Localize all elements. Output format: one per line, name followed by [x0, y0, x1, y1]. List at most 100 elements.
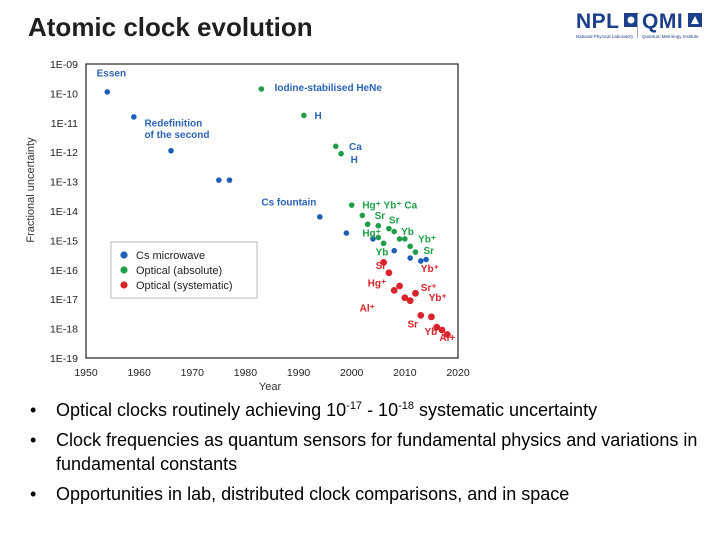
data-point-optical-systematic	[385, 269, 393, 277]
data-point-optical-absolute	[402, 236, 408, 242]
npl-logo-mark-icon	[623, 13, 638, 27]
data-point-optical-systematic	[417, 311, 425, 319]
bullet-1-text: Optical clocks routinely achieving 10-17…	[56, 400, 598, 420]
x-tick-label: 1980	[234, 367, 258, 379]
data-point-optical-absolute	[364, 221, 371, 228]
bullet-2-text: Clock frequencies as quantum sensors for…	[56, 430, 698, 474]
data-point-cs-microwave	[407, 255, 413, 261]
y-tick-labels: 1E-09 1E-10 1E-11 1E-12 1E-13 1E-14 1E-15 1E-16…	[50, 59, 78, 365]
point-annotation: Ca	[349, 142, 362, 153]
point-annotation: Yb	[401, 227, 414, 238]
data-point-optical-systematic	[396, 282, 403, 290]
data-point-optical-absolute	[348, 202, 355, 208]
x-tick-label: 1990	[287, 367, 311, 379]
data-point-optical-absolute	[332, 143, 339, 150]
uncertainty-chart: 1E-09 1E-10 1E-11 1E-12 1E-13 1E-14 1E-15 1E-16…	[25, 59, 470, 393]
data-point-optical-absolute	[301, 112, 307, 119]
qmi-logo-subtitle: Quantum Metrology Institute	[642, 34, 699, 39]
data-point-cs-microwave	[104, 89, 111, 95]
data-point-optical-absolute	[338, 150, 344, 157]
logo-divider	[637, 14, 638, 38]
bullet-item-2: • Clock frequencies as quantum sensors f…	[28, 428, 708, 476]
bullet-item-3: • Opportunities in lab, distributed cloc…	[28, 482, 708, 506]
data-point-optical-systematic	[406, 297, 414, 305]
point-annotation: Cs fountain	[261, 198, 316, 209]
x-tick-labels: 1950 1960 1970 1980 1990 2000 2010 2020	[74, 367, 470, 379]
x-tick-label: 1960	[127, 367, 151, 379]
y-tick-label: 1E-18	[50, 324, 78, 336]
data-points	[104, 86, 451, 338]
point-annotation: Sr	[376, 261, 387, 272]
point-annotation: Sr⁺	[421, 283, 437, 294]
qmi-logo: QMI Quantum Metrology Institute	[642, 10, 702, 39]
point-annotation: Sr	[389, 215, 400, 226]
data-point-optical-systematic	[428, 313, 435, 321]
data-point-optical-absolute	[258, 86, 265, 92]
point-annotation: Al⁺	[360, 304, 375, 315]
point-annotation: Al+	[439, 333, 455, 344]
legend-marker	[120, 281, 128, 289]
bullet-marker: •	[30, 484, 37, 504]
data-point-optical-absolute	[380, 240, 387, 247]
y-tick-label: 1E-10	[50, 88, 78, 100]
x-tick-label: 1970	[181, 367, 205, 379]
bullet-list: • Optical clocks routinely achieving 10-…	[28, 398, 708, 512]
point-annotation: Yb⁺	[429, 293, 447, 304]
data-point-optical-absolute	[391, 228, 398, 235]
point-annotation: Yb⁺	[418, 234, 436, 245]
data-point-optical-systematic	[443, 331, 451, 338]
chart-frame	[85, 63, 459, 359]
data-point-optical-systematic	[412, 289, 419, 297]
npl-logo-subtitle: National Physical Laboratory	[576, 34, 634, 39]
data-point-cs-microwave	[226, 177, 233, 183]
data-point-optical-absolute	[375, 222, 382, 229]
data-point-optical-absolute	[375, 234, 382, 241]
y-tick-label: 1E-17	[50, 294, 78, 306]
bullet-3-text: Opportunities in lab, distributed clock …	[56, 484, 570, 504]
data-point-cs-microwave	[343, 230, 350, 236]
x-tick-label: 2020	[446, 367, 470, 379]
x-tick-label: 1950	[74, 367, 98, 379]
data-point-optical-absolute	[359, 212, 366, 219]
npl-logo: NPL National Physical Laboratory	[576, 10, 638, 39]
x-axis-label: Year	[259, 381, 282, 393]
y-tick-label: 1E-12	[50, 147, 78, 159]
qmi-logo-mark-icon	[687, 13, 702, 27]
y-tick-label: 1E-16	[50, 265, 78, 277]
bullet-marker: •	[30, 400, 37, 420]
point-annotation: Yb	[425, 327, 438, 338]
point-annotation: Yb⁺	[421, 264, 439, 275]
data-point-optical-systematic	[390, 286, 398, 294]
data-point-optical-absolute	[386, 225, 392, 232]
data-point-optical-absolute	[412, 249, 419, 255]
point-annotation: of the second	[144, 130, 209, 141]
point-annotation: Redefinition	[144, 118, 202, 129]
data-point-optical-systematic	[380, 259, 387, 266]
data-point-cs-microwave	[317, 214, 323, 220]
data-point-optical-absolute	[407, 243, 413, 250]
y-tick-label: 1E-15	[50, 235, 78, 247]
data-point-optical-absolute	[396, 236, 403, 242]
slide-title: Atomic clock evolution	[28, 12, 313, 42]
data-point-optical-systematic	[433, 323, 441, 331]
point-annotation: H	[351, 155, 358, 166]
npl-logo-text: NPL	[576, 10, 620, 33]
chart-legend: Cs microwave Optical (absolute) Optical (s…	[110, 241, 258, 299]
data-point-cs-microwave	[168, 147, 174, 154]
qmi-logo-text: QMI	[642, 10, 684, 33]
data-point-optical-systematic	[401, 294, 409, 302]
legend-label: Optical (absolute)	[136, 265, 222, 277]
data-point-cs-microwave	[391, 247, 398, 254]
legend-label: Cs microwave	[136, 250, 205, 262]
y-axis-label: Fractional uncertainty	[25, 137, 37, 243]
data-point-cs-microwave	[423, 256, 429, 263]
point-annotation: Hg⁺	[362, 229, 381, 240]
y-tick-label: 1E-13	[50, 177, 78, 189]
data-point-cs-microwave	[216, 177, 222, 183]
point-annotation: Iodine-stabilised HeNe	[275, 83, 383, 94]
point-annotation: Yb	[376, 248, 389, 259]
point-annotation: H	[315, 111, 322, 122]
legend-label: Optical (systematic)	[136, 280, 233, 292]
data-point-optical-systematic	[438, 326, 446, 334]
data-point-cs-microwave	[418, 258, 424, 264]
